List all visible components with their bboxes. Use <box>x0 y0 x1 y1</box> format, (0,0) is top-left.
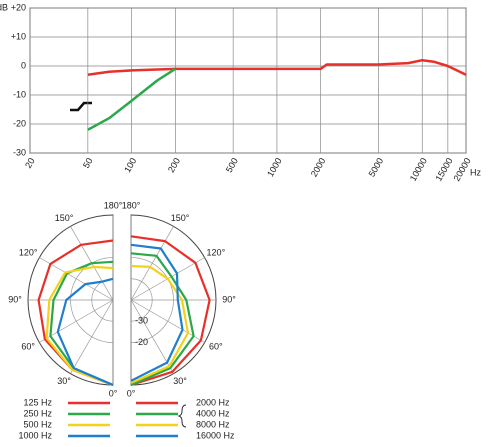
angle-label: 180° <box>104 200 123 210</box>
y-tick-label: +20 <box>11 2 26 12</box>
y-tick-label: -20 <box>13 118 26 128</box>
legend-label: 8000 Hz <box>196 419 230 429</box>
legend-brace <box>177 404 187 428</box>
y-tick-label: +10 <box>11 31 26 41</box>
angle-label: 120° <box>207 247 226 257</box>
angle-label: 90° <box>222 294 236 304</box>
x-tick-label: 20 <box>23 156 37 170</box>
legend-label: 4000 Hz <box>196 408 230 418</box>
polar-line <box>130 264 190 384</box>
legend-label: 500 Hz <box>23 419 52 429</box>
y-axis-label: dB <box>0 2 8 12</box>
spoke <box>130 299 174 374</box>
legend-label: 125 Hz <box>23 397 52 407</box>
x-tick-label: 5000 <box>367 156 386 178</box>
polar-line <box>45 265 114 387</box>
angle-label: 60° <box>21 341 35 351</box>
ring-label: -20 <box>135 337 148 347</box>
angle-label: 120° <box>19 247 38 257</box>
spoke <box>70 299 114 374</box>
x-axis-label: Hz <box>470 167 481 177</box>
outer-ring <box>130 214 217 386</box>
x-tick-label: 50 <box>81 156 95 170</box>
bass-cut-icon <box>70 101 92 112</box>
x-tick-label: 10000 <box>408 156 429 183</box>
legend-label: 1000 Hz <box>18 430 52 440</box>
x-tick-label: 500 <box>224 156 240 174</box>
angle-label: 0° <box>127 388 136 398</box>
legend-label: 2000 Hz <box>196 397 230 407</box>
legend-label: 16000 Hz <box>196 430 235 440</box>
response-line <box>87 67 176 131</box>
x-tick-label: 200 <box>166 156 182 174</box>
spoke <box>130 226 174 301</box>
y-tick-label: -10 <box>13 89 26 99</box>
polar-line <box>130 243 184 382</box>
angle-label: 30° <box>173 376 187 386</box>
angle-label: 0° <box>109 388 118 398</box>
plot-area <box>29 7 467 154</box>
angle-label: 90° <box>8 294 22 304</box>
angle-label: 60° <box>209 341 223 351</box>
spoke <box>39 257 114 301</box>
response-line <box>87 58 467 76</box>
spoke <box>39 299 114 343</box>
angle-label: 150° <box>55 213 74 223</box>
x-tick-label: 100 <box>122 156 138 174</box>
polar-line <box>130 252 195 387</box>
angle-label: 30° <box>57 376 71 386</box>
polar-line <box>56 277 114 387</box>
angle-label: 150° <box>171 213 190 223</box>
polar-line <box>130 235 211 387</box>
x-tick-label: 2000 <box>309 156 328 178</box>
outer-ring <box>27 214 114 386</box>
legend-label: 250 Hz <box>23 408 52 418</box>
x-tick-label: 1000 <box>265 156 284 178</box>
y-tick-label: 0 <box>21 60 26 70</box>
y-tick-label: -30 <box>13 147 26 157</box>
angle-label: 180° <box>122 200 141 210</box>
ring-label: -30 <box>135 316 148 326</box>
